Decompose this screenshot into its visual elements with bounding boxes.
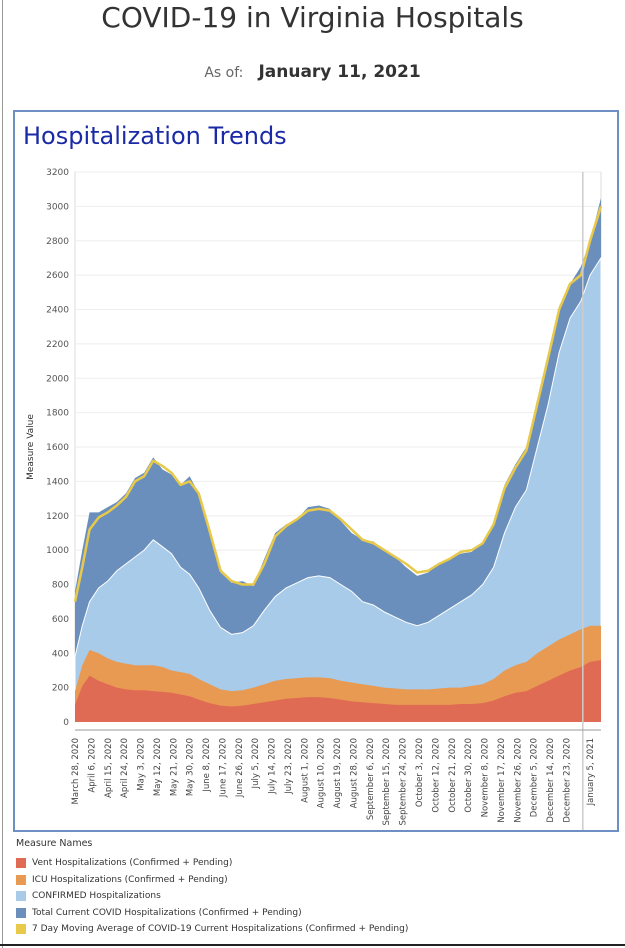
x-tick-label: December 5, 2020 xyxy=(530,738,540,817)
x-tick-label: November 26, 2020 xyxy=(513,738,523,823)
x-tick-label: April 6, 2020 xyxy=(87,738,97,793)
x-tick-label: August 19, 2020 xyxy=(333,738,343,808)
y-tick-label: 1600 xyxy=(46,443,69,453)
series-vent-area xyxy=(75,660,601,722)
x-tick-label: April 24, 2020 xyxy=(120,738,130,798)
y-tick-label: 2200 xyxy=(46,340,69,350)
y-tick-label: 1000 xyxy=(46,546,69,556)
series-moving-average-line xyxy=(73,205,603,602)
x-tick-label: July 14, 2020 xyxy=(268,738,278,795)
hospitalization-trends-panel: Hospitalization Trends 0 200 400 600 800 1000… xyxy=(13,110,619,832)
legend-title: Measure Names xyxy=(16,838,93,849)
x-tick-label: September 6, 2020 xyxy=(366,738,376,820)
y-tick-label: 800 xyxy=(52,581,69,591)
y-tick-label: 1400 xyxy=(46,477,69,487)
x-tick-label: July 23, 2020 xyxy=(284,738,294,795)
y-tick-label: 3000 xyxy=(46,202,69,212)
left-border xyxy=(2,0,3,948)
x-tick-label: October 30, 2020 xyxy=(464,738,474,813)
x-tick-label: September 24, 2020 xyxy=(399,738,409,826)
x-tick-label: December 23, 2020 xyxy=(562,738,572,823)
legend-label: CONFIRMED Hospitalizations xyxy=(32,891,161,902)
legend-label: Vent Hospitalizations (Confirmed + Pendi… xyxy=(32,858,233,869)
x-tick-label: July 5, 2020 xyxy=(251,738,261,789)
x-tick-label: June 17, 2020 xyxy=(218,738,228,798)
as-of-label: As of: xyxy=(204,65,244,81)
x-tick-label: November 17, 2020 xyxy=(497,738,507,823)
x-tick-label: May 21, 2020 xyxy=(169,738,179,796)
x-tick-label: April 15, 2020 xyxy=(104,738,114,798)
x-tick-label: October 21, 2020 xyxy=(448,738,458,813)
x-tick-label: December 14, 2020 xyxy=(546,738,556,823)
y-tick-label: 2600 xyxy=(46,271,69,281)
x-tick-label: May 12, 2020 xyxy=(153,738,163,796)
y-tick-label: 2400 xyxy=(46,306,69,316)
legend-label: Total Current COVID Hospitalizations (Co… xyxy=(32,907,302,918)
y-tick-label: 400 xyxy=(52,649,69,659)
legend-swatch xyxy=(16,924,26,935)
legend-item-icu[interactable]: ICU Hospitalizations (Confirmed + Pendin… xyxy=(16,872,408,889)
x-tick-label: September 15, 2020 xyxy=(382,738,392,826)
bottom-border xyxy=(0,944,625,946)
legend-swatch xyxy=(16,891,26,902)
y-tick-label: 600 xyxy=(52,615,69,625)
x-tick-label: August 28, 2020 xyxy=(349,738,359,808)
legend-label: ICU Hospitalizations (Confirmed + Pendin… xyxy=(32,874,228,885)
y-tick-label: 3200 xyxy=(46,168,69,178)
x-tick-label: May 3, 2020 xyxy=(137,738,147,791)
x-tick-label: November 8, 2020 xyxy=(481,738,491,817)
legend-item-total[interactable]: Total Current COVID Hospitalizations (Co… xyxy=(16,905,408,922)
x-tick-label: August 1, 2020 xyxy=(300,738,310,803)
x-tick-label: October 12, 2020 xyxy=(431,738,441,813)
x-tick-label: June 8, 2020 xyxy=(202,738,212,793)
panel-title: Hospitalization Trends xyxy=(23,122,287,150)
page-title: COVID-19 in Virginia Hospitals xyxy=(101,1,524,34)
legend-swatch xyxy=(16,874,26,885)
series-total-area xyxy=(75,197,601,722)
y-tick-label: 0 xyxy=(63,718,69,728)
y-tick-label: 1200 xyxy=(46,512,69,522)
legend: Measure Names Vent Hospitalizations (Con… xyxy=(16,838,408,938)
y-axis-title: Measure Value xyxy=(26,414,36,480)
legend-item-moving-average[interactable]: 7 Day Moving Average of COVID-19 Current… xyxy=(16,921,408,938)
y-tick-label: 1800 xyxy=(46,409,69,419)
as-of-date: January 11, 2021 xyxy=(258,62,421,82)
as-of-row: As of: January 11, 2021 xyxy=(0,62,625,82)
x-tick-label: October 3, 2020 xyxy=(415,738,425,807)
legend-item-vent[interactable]: Vent Hospitalizations (Confirmed + Pendi… xyxy=(16,855,408,872)
y-tick-label: 200 xyxy=(52,684,69,694)
hospitalization-chart[interactable]: 0 200 400 600 800 1000 1200 1400 1600 1800 2000 220… xyxy=(15,162,617,830)
series-icu-area xyxy=(75,625,601,722)
y-tick-label: 2000 xyxy=(46,374,69,384)
x-tick-label: May 30, 2020 xyxy=(186,738,196,796)
legend-label: 7 Day Moving Average of COVID-19 Current… xyxy=(32,924,409,935)
x-tick-label: March 28, 2020 xyxy=(71,738,81,804)
legend-swatch xyxy=(16,858,26,869)
x-tick-label: June 26, 2020 xyxy=(235,738,245,798)
y-tick-label: 2800 xyxy=(46,237,69,247)
series-confirmed-area xyxy=(74,256,602,723)
x-tick-label: January 5, 2021 xyxy=(586,738,596,806)
x-tick-label: August 10, 2020 xyxy=(317,738,327,808)
legend-swatch xyxy=(16,907,26,918)
legend-item-confirmed[interactable]: CONFIRMED Hospitalizations xyxy=(16,888,408,905)
